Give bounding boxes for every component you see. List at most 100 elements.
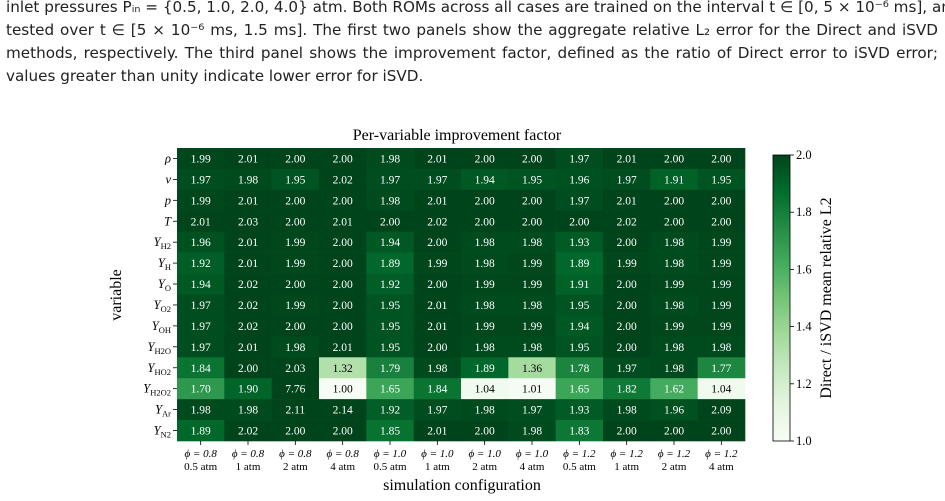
colorbar-tick-label: 1.0: [796, 434, 812, 448]
y-tick-label-sub: H: [165, 262, 171, 272]
heatmap-cell: [555, 357, 604, 379]
heatmap-cell: [697, 399, 746, 421]
cell-label: 1.95: [569, 342, 589, 354]
cell-label: 2.02: [238, 321, 258, 333]
heatmap-cell: [366, 189, 414, 212]
heatmap-cell: [366, 315, 414, 337]
heatmap-cell: [508, 399, 556, 421]
heatmap-cell: [177, 315, 225, 337]
heatmap-cell: [697, 420, 746, 442]
heatmap-cell: [650, 420, 698, 442]
heatmap-cell: [461, 148, 509, 170]
heatmap-cell: [413, 168, 462, 191]
heatmap-cell: [271, 189, 320, 212]
x-tick-label: 2 atm: [472, 461, 497, 473]
y-tick-label-sub: Ar: [162, 409, 171, 419]
heatmap-cell: [697, 294, 746, 316]
heatmap-cell: [319, 315, 367, 337]
x-tick-label: 0.5 atm: [374, 461, 407, 473]
heatmap-cell: [508, 210, 556, 233]
cell-label: 1.98: [522, 237, 542, 249]
y-tick-label: YH2: [154, 235, 171, 251]
cell-label: 1.85: [380, 426, 400, 438]
heatmap-cell: [366, 231, 414, 253]
cell-label: 1.97: [427, 174, 447, 186]
heatmap-cell: [177, 420, 225, 442]
cell-label: 1.65: [569, 384, 589, 396]
heatmap-cell: [177, 252, 225, 274]
heatmap-cell: [413, 420, 462, 442]
cell-label: 2.02: [427, 216, 447, 228]
cell-label: 2.02: [238, 300, 258, 312]
heatmap-cell: [650, 357, 698, 379]
heatmap-cell: [413, 399, 462, 421]
heatmap-cell: [603, 273, 651, 295]
colorbar-tick-label: 1.6: [796, 262, 812, 276]
cell-label: 1.98: [664, 342, 684, 354]
cell-label: 2.00: [617, 321, 637, 333]
cell-label: 1.82: [617, 384, 637, 396]
cell-label: 1.32: [333, 363, 353, 375]
cell-label: 2.01: [238, 237, 258, 249]
cell-label: 2.02: [617, 216, 637, 228]
cell-label: 1.99: [711, 321, 731, 333]
cell-label: 1.93: [569, 405, 589, 417]
heatmap-cell: [555, 399, 604, 421]
heatmap-cell: [461, 189, 509, 212]
cell-label: 2.00: [427, 279, 447, 291]
cell-label: 1.97: [380, 174, 400, 186]
y-tick-label-sub: H2O2: [150, 388, 171, 398]
cell-label: 1.99: [664, 321, 684, 333]
y-tick-label-base: Y: [155, 403, 164, 417]
y-tick-label: T: [164, 214, 172, 228]
cell-label: 2.00: [238, 363, 258, 375]
heatmap-cell: [461, 357, 509, 379]
heatmap-cell: [697, 189, 746, 212]
cell-label: 1.98: [664, 363, 684, 375]
cell-label: 1.97: [617, 174, 637, 186]
y-tick-label: YH2O: [148, 340, 171, 356]
heatmap-cell: [650, 210, 698, 233]
cell-label: 1.95: [380, 300, 400, 312]
cell-label: 2.00: [711, 153, 731, 165]
x-tick-label: 0.5 atm: [563, 461, 596, 473]
cell-label: 2.00: [711, 195, 731, 207]
heatmap-cell: [508, 357, 556, 379]
heatmap-cell: [224, 210, 272, 233]
heatmap-cell: [413, 315, 462, 337]
cell-label: 1.94: [380, 237, 400, 249]
y-tick-label: YO: [158, 277, 171, 293]
heatmap-cell: [650, 148, 698, 170]
heatmap-cell: [366, 420, 414, 442]
cell-label: 2.02: [238, 279, 258, 291]
cell-label: 2.00: [664, 195, 684, 207]
y-tick-label: YN2: [154, 424, 171, 440]
cell-label: 2.01: [427, 426, 447, 438]
cell-label: 2.00: [333, 279, 353, 291]
cell-label: 2.01: [427, 321, 447, 333]
heatmap-cell: [650, 294, 698, 316]
heatmap-cell: [508, 273, 556, 295]
cell-label: 2.00: [333, 195, 353, 207]
x-tick-label: ϕ = 1.2: [563, 448, 596, 460]
heatmap-cell: [177, 148, 225, 170]
cell-label: 2.01: [238, 153, 258, 165]
cell-label: 1.98: [427, 363, 447, 375]
heatmap-cell: [413, 357, 462, 379]
heatmap-cell: [650, 168, 698, 191]
heatmap-cell: [366, 399, 414, 421]
cell-label: 1.99: [475, 279, 495, 291]
heatmap-cell: [224, 273, 272, 295]
heatmap-cell: [224, 252, 272, 274]
cell-label: 2.00: [522, 195, 542, 207]
cell-label: 1.98: [380, 195, 400, 207]
cell-label: 2.09: [711, 405, 731, 417]
cell-label: 1.36: [522, 363, 542, 375]
heatmap-cell: [271, 273, 320, 295]
cell-label: 1.98: [664, 300, 684, 312]
heatmap-cell: [224, 378, 272, 400]
cell-label: 2.00: [711, 426, 731, 438]
heatmap-cell: [319, 336, 367, 358]
heatmap-cell: [461, 210, 509, 233]
heatmap-cell: [461, 336, 509, 358]
